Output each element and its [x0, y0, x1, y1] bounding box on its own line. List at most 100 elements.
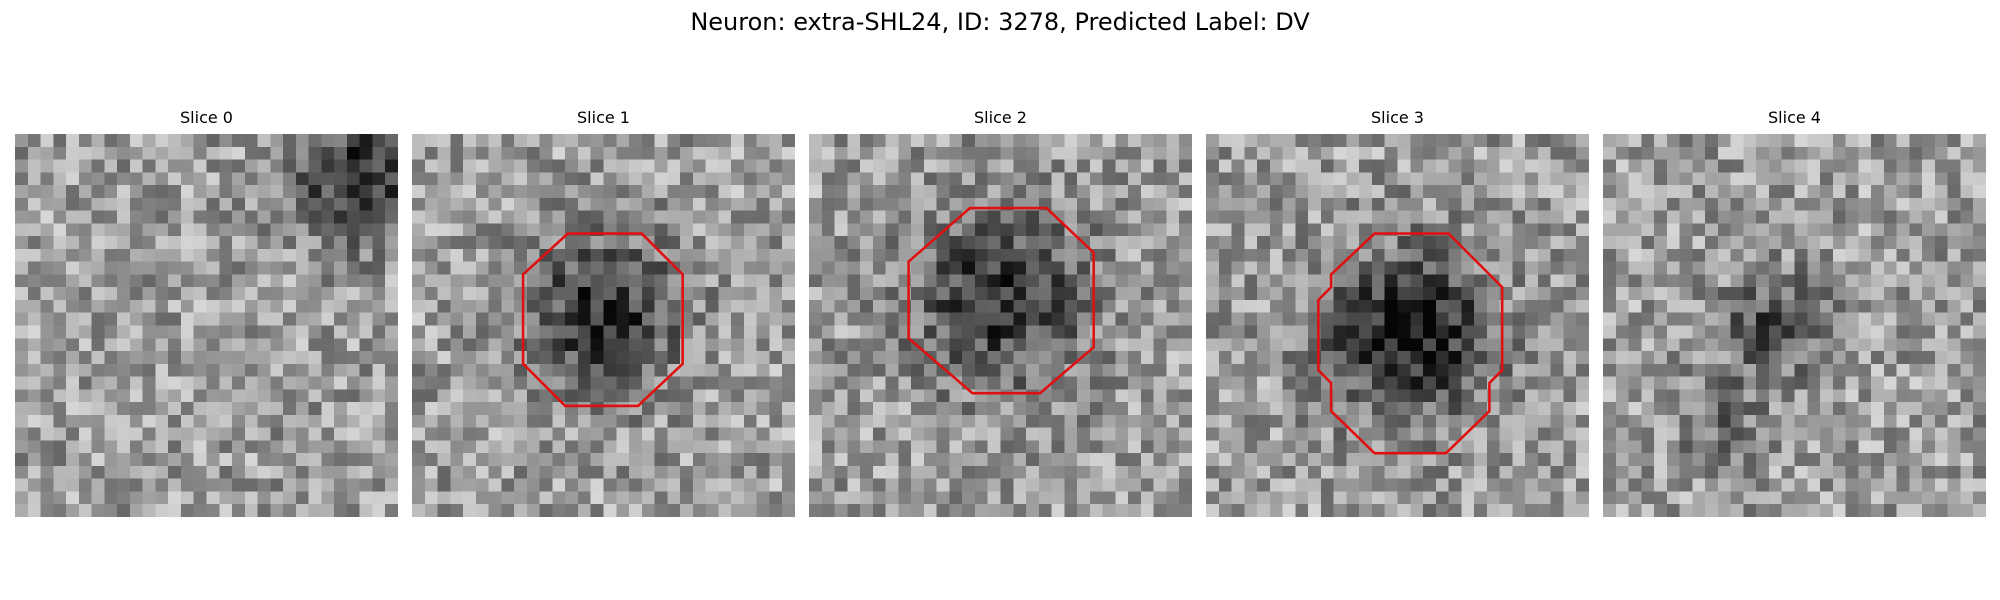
pixel: [283, 440, 296, 454]
pixel: [1038, 402, 1052, 415]
pixel: [987, 453, 1001, 466]
pixel: [308, 299, 322, 313]
pixel: [987, 248, 1001, 262]
pixel: [1960, 312, 1974, 326]
pixel: [1858, 172, 1872, 186]
pixel: [1435, 185, 1449, 198]
pixel: [66, 197, 79, 211]
pixel: [244, 134, 258, 147]
pixel: [1461, 440, 1475, 454]
pixel: [1947, 134, 1961, 147]
pixel: [936, 236, 950, 249]
pixel: [1435, 376, 1449, 390]
pixel: [641, 185, 655, 198]
pixel: [577, 185, 591, 198]
pixel: [1871, 414, 1884, 428]
pixel: [974, 299, 988, 313]
pixel: [206, 338, 220, 352]
pixel: [1128, 504, 1141, 517]
pixel: [834, 312, 848, 326]
pixel: [78, 338, 92, 352]
pixel: [1231, 427, 1245, 441]
pixel: [1550, 236, 1564, 249]
pixel: [1282, 197, 1296, 211]
pixel: [731, 146, 744, 160]
pixel: [923, 478, 937, 492]
pixel: [1717, 210, 1731, 224]
pixel: [654, 172, 668, 186]
pixel: [1244, 478, 1258, 492]
pixel: [603, 440, 617, 454]
pixel: [1064, 159, 1078, 173]
pixel: [1537, 223, 1551, 237]
pixel: [1140, 351, 1154, 364]
pixel: [1666, 453, 1680, 466]
pixel: [78, 261, 92, 275]
pixel: [898, 248, 912, 262]
pixel: [769, 478, 783, 492]
pixel: [834, 504, 848, 517]
pixel: [577, 248, 591, 262]
pixel: [1563, 504, 1577, 517]
pixel: [654, 427, 668, 441]
pixel: [667, 453, 681, 466]
pixel: [1051, 491, 1065, 505]
pixel: [129, 185, 143, 198]
pixel: [565, 491, 578, 505]
pixel: [1089, 363, 1103, 377]
pixel: [1474, 325, 1487, 339]
pixel: [1140, 376, 1154, 390]
pixel: [667, 414, 681, 428]
pixel: [526, 134, 540, 147]
pixel: [1140, 402, 1154, 415]
pixel: [1537, 159, 1551, 173]
contour: [521, 232, 684, 408]
pixel: [117, 478, 130, 492]
pixel: [193, 274, 207, 288]
pixel: [590, 478, 604, 492]
pixel: [1883, 236, 1897, 249]
pixel: [1166, 453, 1180, 466]
pixel: [949, 351, 963, 364]
pixel: [1934, 210, 1948, 224]
pixel: [40, 223, 54, 237]
pixel: [616, 414, 630, 428]
pixel: [821, 504, 835, 517]
pixel: [1871, 312, 1884, 326]
pixel: [962, 338, 975, 352]
pixel: [66, 210, 79, 224]
pixel: [424, 172, 438, 186]
pixel: [1615, 465, 1629, 479]
pixel: [1730, 134, 1744, 147]
pixel: [27, 427, 41, 441]
pixel: [1435, 351, 1449, 364]
pixel: [27, 414, 41, 428]
pixel: [1295, 299, 1309, 313]
pixel: [206, 185, 220, 198]
pixel: [1295, 427, 1309, 441]
pixel: [283, 351, 296, 364]
pixel: [1486, 491, 1500, 505]
pixel: [1807, 325, 1821, 339]
pixel: [1486, 146, 1500, 160]
pixel: [1089, 453, 1103, 466]
pixel: [1756, 402, 1769, 415]
pixel: [1051, 325, 1065, 339]
pixel: [692, 351, 706, 364]
pixel: [359, 465, 373, 479]
pixel: [155, 402, 169, 415]
pixel: [372, 287, 386, 300]
pixel: [475, 325, 489, 339]
pixel: [424, 440, 438, 454]
pixel: [1896, 299, 1910, 313]
pixel: [117, 236, 130, 249]
pixel: [334, 427, 347, 441]
pixel: [308, 223, 322, 237]
pixel: [142, 389, 156, 403]
pixel: [962, 146, 975, 160]
pixel: [117, 274, 130, 288]
pixel: [168, 440, 181, 454]
pixel: [283, 274, 296, 288]
pixel: [1140, 465, 1154, 479]
pixel: [385, 351, 398, 364]
